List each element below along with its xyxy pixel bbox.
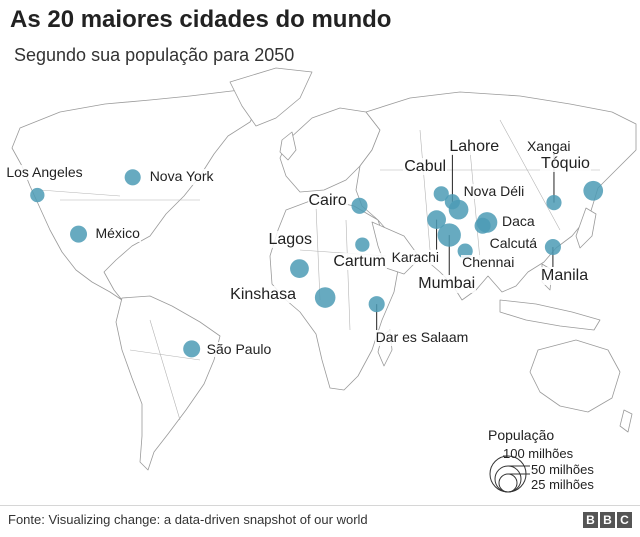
- greenland-landmass: [229, 67, 313, 127]
- city-label-xangai: Xangai: [525, 137, 572, 154]
- city-label-sao-paulo: São Paulo: [205, 340, 273, 358]
- city-label-manila: Manila: [540, 267, 590, 285]
- bbc-logo-c: C: [617, 512, 632, 528]
- city-bubble-lagos: [290, 259, 309, 278]
- city-bubble-karachi: [427, 210, 446, 230]
- legend-circle-25: [498, 473, 518, 493]
- legend-item-100: 100 milhões: [503, 446, 574, 461]
- city-bubble-manila: [544, 238, 561, 256]
- city-label-cartum: Cartum: [332, 252, 387, 271]
- city-label-dar-es-salaam: Dar es Salaam: [374, 329, 470, 346]
- britain-landmass: [279, 131, 297, 161]
- city-bubble-mexico: [70, 225, 88, 243]
- city-bubble-calcuta: [474, 217, 491, 234]
- legend-title: População: [488, 427, 555, 443]
- city-bubble-toquio: [583, 180, 604, 201]
- australia-landmass: [529, 339, 621, 413]
- city-bubble-sao-paulo: [183, 340, 201, 358]
- city-label-lagos: Lagos: [267, 230, 314, 249]
- city-bubble-chennai: [457, 243, 473, 259]
- city-bubble-kinshasa: [314, 287, 336, 308]
- city-bubble-cartum: [355, 237, 370, 252]
- legend-item-25: 25 milhões: [531, 477, 594, 492]
- bbc-logo-b1: B: [583, 512, 598, 528]
- city-label-nova-york: Nova York: [148, 168, 215, 185]
- city-label-toquio: Tóquio: [540, 154, 591, 173]
- north-america-landmass: [11, 89, 263, 301]
- footer-divider: [0, 505, 640, 506]
- source-note: Fonte: Visualizing change: a data-driven…: [8, 512, 368, 527]
- city-label-cabul: Cabul: [403, 157, 448, 176]
- city-bubble-los-angeles: [30, 187, 45, 203]
- city-bubble-cairo: [351, 197, 368, 214]
- indonesia-landmass: [499, 299, 601, 331]
- city-label-cairo: Cairo: [307, 191, 348, 210]
- city-bubbles-layer: [30, 153, 604, 358]
- new-zealand-landmass: [619, 409, 633, 433]
- legend-circle-50: [494, 465, 522, 493]
- city-bubble-nova-york: [124, 169, 141, 186]
- city-label-nova-deli: Nova Déli: [462, 182, 526, 199]
- city-label-kinshasa: Kinshasa: [229, 285, 297, 304]
- legend-item-50: 50 milhões: [531, 462, 594, 477]
- city-bubble-nova-deli: [448, 199, 469, 220]
- city-bubble-mumbai: [437, 223, 461, 247]
- city-label-los-angeles: Los Angeles: [5, 164, 84, 181]
- map-title: As 20 maiores cidades do mundo: [10, 6, 392, 33]
- city-bubble-xangai: [546, 195, 562, 211]
- city-bubble-dar-es-salaam: [368, 296, 385, 313]
- city-label-karachi: Karachi: [390, 248, 441, 265]
- japan-landmass: [575, 207, 597, 249]
- city-label-mumbai: Mumbai: [417, 275, 477, 293]
- south-america-landmass: [115, 295, 221, 471]
- city-label-daca: Daca: [501, 213, 536, 230]
- city-label-lahore: Lahore: [448, 137, 501, 156]
- city-label-chennai: Chennai: [461, 254, 516, 271]
- legend-circles: [489, 455, 530, 493]
- map-subtitle: Segundo sua população para 2050: [14, 45, 295, 65]
- bbc-logo-b2: B: [600, 512, 615, 528]
- city-bubble-cabul: [433, 186, 449, 202]
- city-label-mexico: México: [94, 225, 141, 242]
- city-label-calcuta: Calcutá: [488, 234, 539, 252]
